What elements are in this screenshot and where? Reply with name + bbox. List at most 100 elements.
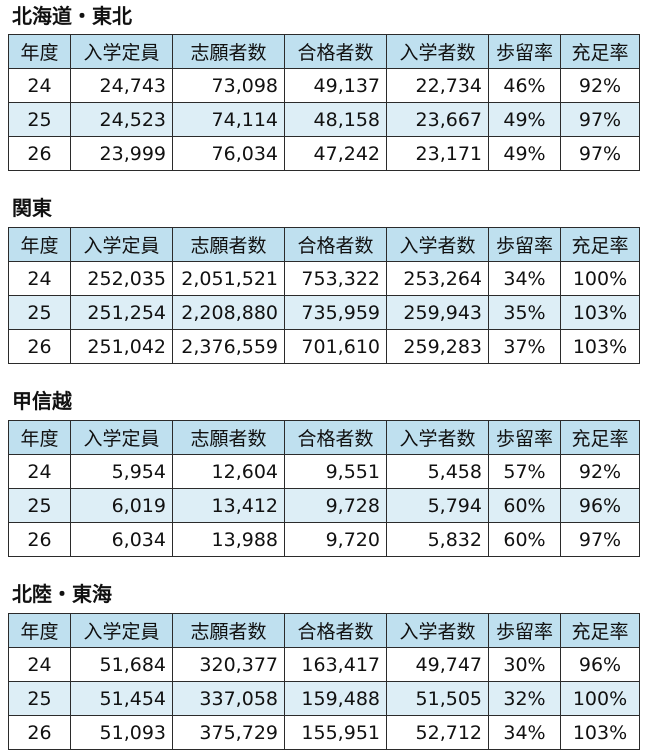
cell-capacity: 23,999 [70, 136, 173, 171]
cell-accepted: 159,488 [284, 681, 387, 716]
cell-year: 25 [8, 102, 71, 137]
cell-accepted: 9,728 [284, 488, 387, 523]
cell-capacity: 251,042 [70, 329, 173, 364]
cell-yield-rate: 32% [488, 681, 561, 716]
cell-accepted: 753,322 [284, 261, 387, 296]
section-title-hokkaido-tohoku: 北海道・東北 [12, 4, 132, 28]
col-header-fill-rate: 充足率 [560, 613, 640, 648]
cell-yield-rate: 49% [488, 102, 561, 137]
cell-applicants: 12,604 [172, 454, 285, 489]
cell-yield-rate: 60% [488, 522, 561, 557]
cell-accepted: 9,551 [284, 454, 387, 489]
cell-capacity: 5,954 [70, 454, 173, 489]
cell-applicants: 2,051,521 [172, 261, 285, 296]
table-row: 26 23,999 76,034 47,242 23,171 49% 97% [8, 136, 640, 171]
col-header-accepted: 合格者数 [284, 613, 387, 648]
cell-accepted: 47,242 [284, 136, 387, 171]
cell-fill-rate: 96% [560, 647, 640, 682]
cell-enrolled: 51,505 [386, 681, 489, 716]
col-header-capacity: 入学定員 [70, 613, 173, 648]
table-row: 25 24,523 74,114 48,158 23,667 49% 97% [8, 102, 640, 137]
col-header-yield-rate: 歩留率 [488, 613, 561, 648]
cell-applicants: 2,376,559 [172, 329, 285, 364]
cell-capacity: 252,035 [70, 261, 173, 296]
col-header-applicants: 志願者数 [172, 420, 285, 455]
col-header-capacity: 入学定員 [70, 227, 173, 262]
section-title-kanto: 関東 [12, 196, 52, 220]
cell-capacity: 51,454 [70, 681, 173, 716]
col-header-applicants: 志願者数 [172, 34, 285, 69]
cell-applicants: 375,729 [172, 715, 285, 750]
table-kanto: 年度 入学定員 志願者数 合格者数 入学者数 歩留率 充足率 24 252,03… [8, 227, 640, 364]
cell-enrolled: 23,667 [386, 102, 489, 137]
cell-enrolled: 259,943 [386, 295, 489, 330]
cell-enrolled: 5,458 [386, 454, 489, 489]
cell-accepted: 735,959 [284, 295, 387, 330]
cell-applicants: 337,058 [172, 681, 285, 716]
table-row: 26 6,034 13,988 9,720 5,832 60% 97% [8, 522, 640, 557]
cell-year: 25 [8, 488, 71, 523]
col-header-fill-rate: 充足率 [560, 34, 640, 69]
cell-accepted: 49,137 [284, 68, 387, 103]
table-row: 26 51,093 375,729 155,951 52,712 34% 103… [8, 715, 640, 750]
col-header-yield-rate: 歩留率 [488, 420, 561, 455]
col-header-accepted: 合格者数 [284, 34, 387, 69]
col-header-applicants: 志願者数 [172, 613, 285, 648]
table-row: 26 251,042 2,376,559 701,610 259,283 37%… [8, 329, 640, 364]
col-header-enrolled: 入学者数 [386, 227, 489, 262]
cell-capacity: 6,019 [70, 488, 173, 523]
cell-year: 24 [8, 647, 71, 682]
cell-year: 26 [8, 715, 71, 750]
cell-yield-rate: 30% [488, 647, 561, 682]
cell-capacity: 51,684 [70, 647, 173, 682]
table-row: 25 251,254 2,208,880 735,959 259,943 35%… [8, 295, 640, 330]
cell-accepted: 163,417 [284, 647, 387, 682]
cell-enrolled: 23,171 [386, 136, 489, 171]
cell-accepted: 9,720 [284, 522, 387, 557]
cell-applicants: 76,034 [172, 136, 285, 171]
cell-capacity: 6,034 [70, 522, 173, 557]
cell-fill-rate: 103% [560, 329, 640, 364]
col-header-yield-rate: 歩留率 [488, 227, 561, 262]
cell-yield-rate: 34% [488, 261, 561, 296]
cell-enrolled: 5,832 [386, 522, 489, 557]
cell-fill-rate: 103% [560, 715, 640, 750]
cell-enrolled: 22,734 [386, 68, 489, 103]
header-row: 年度 入学定員 志願者数 合格者数 入学者数 歩留率 充足率 [8, 613, 640, 648]
col-header-fill-rate: 充足率 [560, 227, 640, 262]
col-header-year: 年度 [8, 420, 71, 455]
col-header-enrolled: 入学者数 [386, 34, 489, 69]
cell-year: 26 [8, 522, 71, 557]
table-row: 25 6,019 13,412 9,728 5,794 60% 96% [8, 488, 640, 523]
cell-applicants: 13,988 [172, 522, 285, 557]
cell-yield-rate: 34% [488, 715, 561, 750]
table-hokuriku-tokai: 年度 入学定員 志願者数 合格者数 入学者数 歩留率 充足率 24 51,684… [8, 613, 640, 750]
cell-fill-rate: 92% [560, 68, 640, 103]
cell-year: 24 [8, 68, 71, 103]
cell-capacity: 251,254 [70, 295, 173, 330]
header-row: 年度 入学定員 志願者数 合格者数 入学者数 歩留率 充足率 [8, 420, 640, 455]
cell-enrolled: 259,283 [386, 329, 489, 364]
col-header-accepted: 合格者数 [284, 227, 387, 262]
header-row: 年度 入学定員 志願者数 合格者数 入学者数 歩留率 充足率 [8, 227, 640, 262]
cell-accepted: 155,951 [284, 715, 387, 750]
table-row: 24 24,743 73,098 49,137 22,734 46% 92% [8, 68, 640, 103]
col-header-year: 年度 [8, 227, 71, 262]
cell-applicants: 74,114 [172, 102, 285, 137]
cell-accepted: 701,610 [284, 329, 387, 364]
cell-fill-rate: 97% [560, 136, 640, 171]
col-header-enrolled: 入学者数 [386, 613, 489, 648]
cell-fill-rate: 103% [560, 295, 640, 330]
col-header-applicants: 志願者数 [172, 227, 285, 262]
table-row: 25 51,454 337,058 159,488 51,505 32% 100… [8, 681, 640, 716]
table-row: 24 51,684 320,377 163,417 49,747 30% 96% [8, 647, 640, 682]
cell-accepted: 48,158 [284, 102, 387, 137]
cell-year: 24 [8, 454, 71, 489]
col-header-year: 年度 [8, 613, 71, 648]
cell-fill-rate: 100% [560, 261, 640, 296]
cell-yield-rate: 60% [488, 488, 561, 523]
cell-applicants: 13,412 [172, 488, 285, 523]
cell-year: 26 [8, 329, 71, 364]
section-title-koshinetsu: 甲信越 [12, 389, 72, 413]
cell-year: 25 [8, 681, 71, 716]
